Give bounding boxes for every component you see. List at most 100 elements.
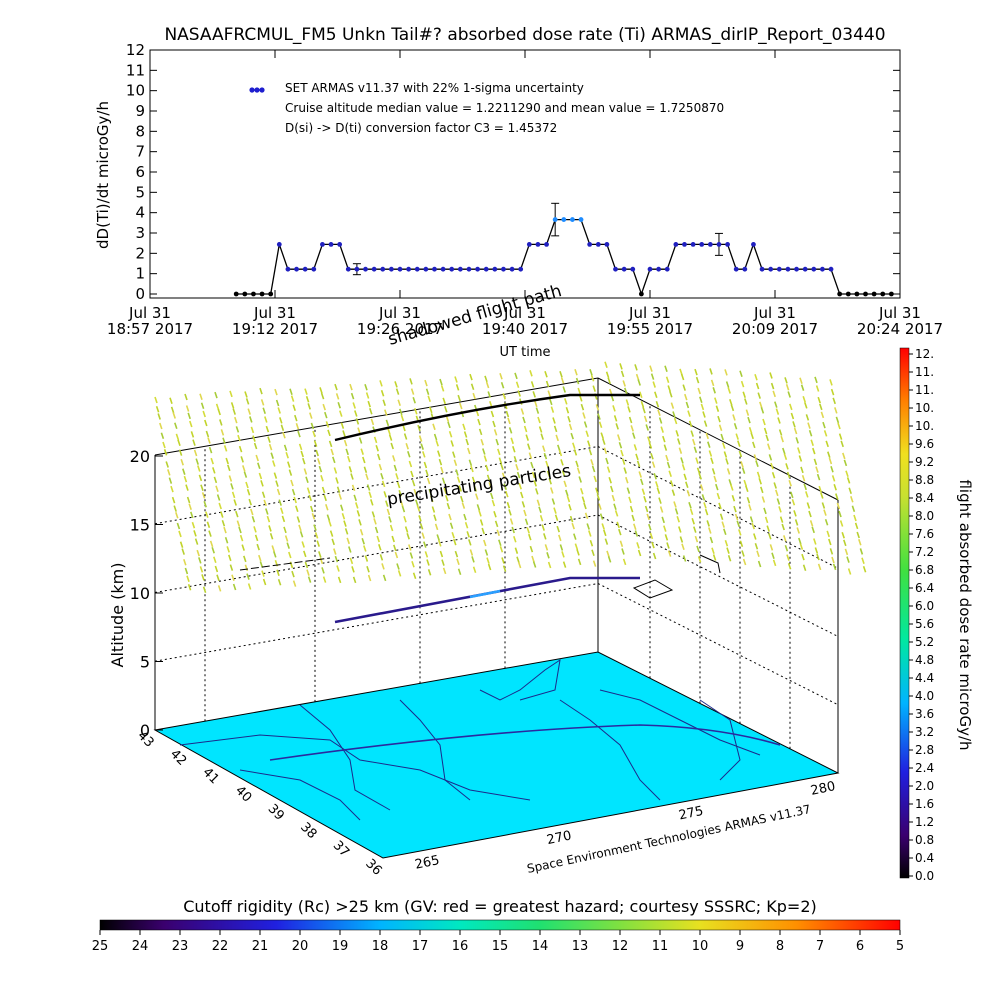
particle-streak <box>438 458 443 466</box>
particle-streak <box>341 512 346 520</box>
particle-streak <box>220 429 225 436</box>
particle-streak <box>833 484 837 491</box>
particle-streak <box>477 418 481 426</box>
particle-streak <box>334 555 339 563</box>
particle-streak <box>786 471 791 479</box>
particle-streak <box>486 557 490 564</box>
particle-streak <box>799 543 804 550</box>
cutoff-rigidity-ticks: 25 24 23 22 21 20 19 18 17 16 15 14 13 12 11 10 9 8 7 6 5 <box>92 930 904 954</box>
particle-streak <box>316 540 320 547</box>
particle-streak <box>535 488 539 495</box>
particle-streak <box>407 450 411 458</box>
data-point <box>638 291 644 297</box>
particle-streak <box>314 532 319 539</box>
colorbar-tick-label: 8.8 <box>915 473 934 487</box>
particle-streak <box>688 502 692 509</box>
particle-streak <box>545 380 550 388</box>
particle-streak <box>738 529 742 536</box>
particle-streak <box>157 413 161 420</box>
particle-streak <box>723 528 727 536</box>
legend-marker-dot <box>254 87 260 93</box>
particle-streak <box>333 467 338 474</box>
rigidity-tick-label: 11 <box>652 939 669 954</box>
particle-streak <box>196 549 200 557</box>
particle-streak <box>823 509 827 516</box>
longitude-tick-label: 270 <box>545 828 572 848</box>
particle-streak <box>416 505 421 512</box>
particle-streak <box>426 559 430 566</box>
particle-streak <box>248 498 252 506</box>
colorbar-tick-label: 1.6 <box>915 797 934 811</box>
particle-streak <box>288 551 292 559</box>
data-point <box>613 266 618 272</box>
particle-streak <box>766 525 770 532</box>
particle-streak <box>513 456 518 463</box>
particle-streak <box>207 437 211 444</box>
particle-streak <box>508 509 512 516</box>
particle-streak <box>745 485 749 493</box>
particle-streak <box>430 495 434 503</box>
particle-streak <box>332 456 336 464</box>
particle-streak <box>530 381 535 388</box>
particle-streak <box>493 429 498 436</box>
particle-streak <box>730 484 734 491</box>
dose-rate-colorbar-gradient <box>899 347 910 879</box>
particle-streak <box>334 383 338 391</box>
data-point <box>699 241 705 247</box>
particle-streak <box>770 382 775 390</box>
particle-streak <box>740 461 744 468</box>
particle-streak <box>411 560 415 568</box>
particle-streak <box>850 495 854 503</box>
particle-streak <box>746 497 751 504</box>
particle-streak <box>568 503 572 511</box>
particle-streak <box>775 408 780 415</box>
particle-streak <box>547 561 552 569</box>
particle-streak <box>623 467 627 474</box>
particle-streak <box>251 516 256 523</box>
particle-streak <box>408 544 412 551</box>
particle-streak <box>566 495 571 503</box>
particle-streak <box>300 450 304 458</box>
particle-streak <box>769 544 774 551</box>
particle-streak <box>801 475 806 482</box>
particle-streak <box>434 523 439 531</box>
data-point <box>561 217 567 222</box>
particle-streak <box>682 555 687 562</box>
particle-streak <box>637 379 641 386</box>
particle-streak <box>404 526 409 533</box>
particle-streak <box>653 472 657 480</box>
particle-streak <box>697 556 702 563</box>
particle-streak <box>311 512 316 520</box>
particle-streak <box>273 551 277 558</box>
particle-streak <box>355 418 360 425</box>
particle-streak <box>162 441 166 449</box>
particle-streak <box>317 458 321 465</box>
particle-streak <box>510 437 514 445</box>
rigidity-tick-label: 5 <box>896 939 904 954</box>
particle-streak <box>599 513 604 520</box>
box-walls <box>154 377 839 773</box>
data-point <box>466 266 472 272</box>
particle-streak <box>409 552 414 559</box>
particle-streak <box>346 537 350 545</box>
data-point <box>388 266 394 272</box>
particle-streak <box>723 451 728 458</box>
particle-streak <box>198 557 202 564</box>
particle-streak <box>320 392 325 400</box>
particle-streak <box>283 526 287 534</box>
particle-streak <box>721 521 725 528</box>
data-point <box>664 266 670 272</box>
annotation-cruise-altitude: Cruise altitude median value = 1.2211290… <box>285 101 724 115</box>
particle-streak <box>537 416 541 424</box>
particle-streak <box>831 475 836 482</box>
particle-streak <box>270 452 274 459</box>
particle-streak <box>253 526 257 533</box>
data-point <box>518 266 524 272</box>
particle-streak <box>261 570 265 577</box>
particle-streak <box>479 519 484 526</box>
particle-streak <box>420 443 424 450</box>
particle-streak <box>783 535 787 542</box>
colorbar-tick-label: 6.8 <box>915 563 934 577</box>
particle-streak <box>627 406 631 413</box>
particle-streak <box>637 549 642 557</box>
